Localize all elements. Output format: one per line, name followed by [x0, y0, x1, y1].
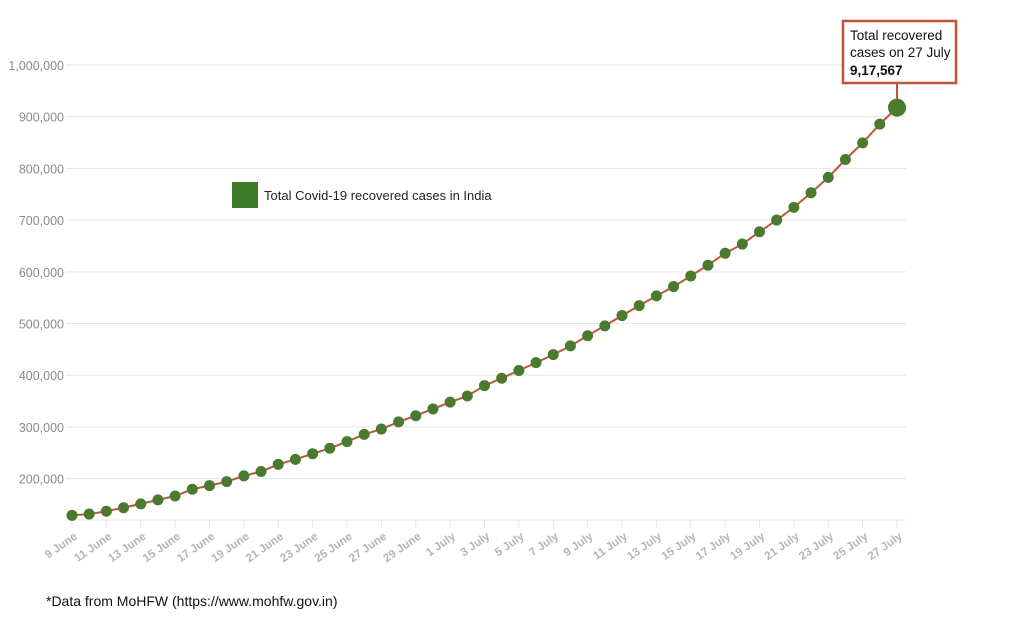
x-tick-label: 13 July	[625, 530, 664, 563]
y-tick-label: 300,000	[19, 421, 64, 435]
x-tick-label: 15 July	[660, 530, 699, 563]
data-point	[547, 349, 559, 361]
x-tick-label: 23 June	[278, 531, 320, 565]
data-point	[719, 247, 731, 259]
data-point	[479, 380, 490, 392]
data-point	[358, 428, 370, 440]
data-point	[307, 448, 319, 460]
x-tick-label: 23 July	[797, 530, 836, 563]
data-point	[444, 396, 456, 408]
data-point	[633, 300, 645, 312]
y-axis: 200,000 300,000 400,000 500,000 600,000 700,0…	[8, 59, 64, 487]
data-point	[650, 290, 662, 302]
data-point	[788, 201, 800, 213]
y-tick-label: 700,000	[19, 214, 64, 228]
data-point	[341, 436, 353, 448]
data-point	[393, 416, 405, 428]
annotation-box	[841, 19, 958, 85]
data-point	[461, 390, 473, 402]
y-tick-label: 800,000	[19, 162, 64, 176]
x-tick-label: 9 July	[562, 530, 596, 559]
data-point	[685, 270, 697, 282]
x-tick-label: 11 June	[73, 531, 114, 565]
x-tick-label: 7 July	[527, 530, 561, 559]
legend-swatch	[232, 182, 258, 208]
data-point	[186, 483, 198, 495]
data-point-layer	[66, 98, 906, 521]
y-tick-label: 1,000,000	[8, 59, 64, 73]
x-tick-label: 17 June	[175, 531, 217, 565]
x-tick-label: 29 June	[382, 531, 424, 565]
annotation-callout: Total recovered cases on 27 July 9,17,56…	[841, 19, 958, 99]
data-point	[135, 498, 147, 510]
data-point	[771, 214, 783, 226]
y-tick-label: 400,000	[19, 369, 64, 383]
data-point	[513, 365, 525, 377]
y-tick-label: 900,000	[19, 111, 64, 125]
data-point	[324, 442, 336, 454]
data-point	[100, 505, 112, 517]
x-tick-label: 17 July	[694, 530, 733, 563]
data-point	[289, 453, 301, 465]
data-point	[221, 476, 233, 488]
x-tick-label: 19 July	[728, 530, 767, 563]
data-point	[272, 458, 284, 470]
grid-layer	[66, 64, 906, 521]
data-point	[375, 423, 387, 435]
data-point	[736, 238, 748, 250]
data-point	[66, 509, 78, 521]
x-tick-label: 13 June	[107, 531, 149, 565]
y-tick-label: 200,000	[19, 473, 64, 487]
data-point	[754, 226, 765, 238]
data-point	[616, 310, 628, 322]
data-point	[204, 480, 215, 492]
data-point	[702, 259, 714, 271]
data-point	[874, 118, 886, 130]
x-tick-label: 11 July	[591, 530, 630, 562]
data-point	[668, 281, 680, 293]
annotation-line1: Total recovered	[850, 28, 942, 43]
x-tick-label: 27 July	[866, 530, 905, 563]
x-tick-label: 21 June	[244, 531, 286, 565]
y-tick-label: 600,000	[19, 266, 64, 280]
data-point-latest	[888, 98, 906, 117]
data-point	[805, 187, 817, 199]
data-point	[427, 403, 439, 415]
x-tick-label: 1 July	[424, 530, 458, 559]
data-point	[152, 494, 164, 506]
data-point	[118, 502, 130, 514]
data-point	[839, 154, 851, 166]
legend-label: Total Covid-19 recovered cases in India	[264, 188, 492, 203]
x-tick-label: 19 June	[210, 531, 252, 565]
x-tick-label: 3 July	[459, 530, 493, 559]
data-point	[255, 466, 267, 478]
data-point	[582, 330, 594, 342]
data-point	[857, 137, 869, 149]
data-point	[238, 470, 250, 482]
data-point	[496, 372, 508, 384]
data-point	[169, 490, 181, 502]
data-point	[564, 340, 576, 352]
x-tick-label: 21 July	[763, 530, 802, 563]
annotation-value: 9,17,567	[850, 63, 903, 78]
data-point	[822, 171, 834, 183]
annotation-line2: cases on 27 July	[850, 45, 951, 60]
source-footnote: *Data from MoHFW (https://www.mohfw.gov.…	[46, 593, 338, 609]
x-tick-label: 27 June	[347, 531, 389, 565]
data-point	[599, 320, 611, 332]
legend: Total Covid-19 recovered cases in India	[232, 182, 492, 208]
x-tick-label: 15 June	[141, 531, 183, 565]
data-point	[410, 410, 422, 422]
x-tick-label: 25 July	[832, 530, 871, 563]
x-tick-label: 25 June	[313, 531, 355, 565]
data-point	[83, 508, 95, 520]
y-tick-label: 500,000	[19, 318, 64, 332]
data-point	[530, 357, 542, 369]
x-tick-label: 5 July	[493, 530, 527, 559]
